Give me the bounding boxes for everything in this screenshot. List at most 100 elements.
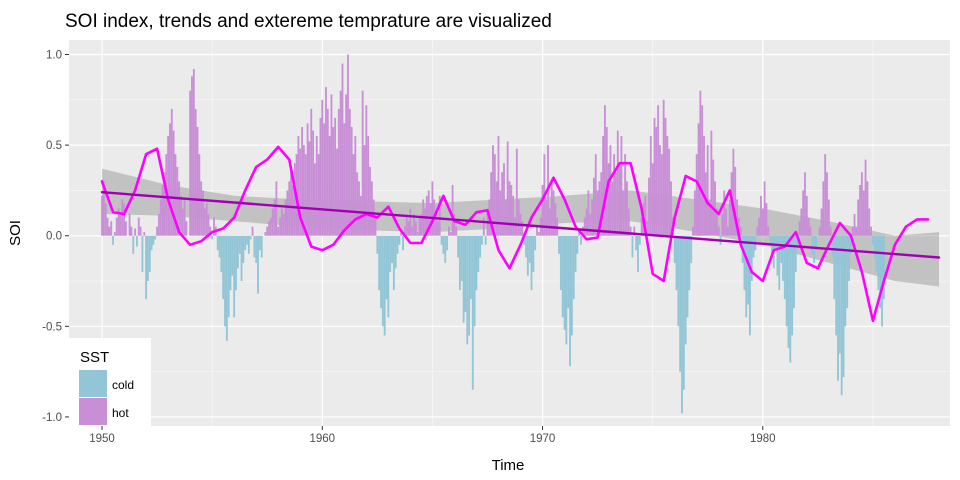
x-tick-label: 1970 — [530, 433, 556, 445]
bar-hot — [200, 181, 203, 236]
bar-cold — [442, 235, 445, 254]
bar-cold — [846, 235, 849, 309]
bar-cold — [253, 235, 256, 258]
bar-cold — [787, 235, 790, 349]
bar-hot — [725, 208, 727, 236]
bar-hot — [737, 217, 740, 236]
bar-cold — [147, 235, 149, 282]
bar-cold — [831, 235, 834, 258]
bar-hot — [163, 172, 166, 236]
bar-hot — [758, 217, 761, 236]
bar-cold — [233, 235, 236, 318]
bar-hot — [330, 94, 333, 236]
bar-hot — [416, 232, 419, 236]
bar-hot — [504, 199, 507, 236]
bar-hot — [192, 69, 195, 236]
bar-cold — [811, 235, 814, 254]
bar-hot — [804, 172, 806, 236]
bar-hot — [429, 203, 432, 236]
bar-hot — [178, 181, 181, 236]
bar-cold — [569, 235, 571, 367]
bar-hot — [328, 136, 331, 236]
bar-hot — [706, 145, 709, 236]
bar-hot — [646, 221, 649, 236]
bar-cold — [558, 235, 560, 254]
bar-hot — [517, 199, 520, 236]
bar-hot — [420, 213, 423, 236]
bar-cold — [523, 235, 526, 245]
bar-hot — [620, 136, 623, 236]
bar-cold — [484, 235, 487, 245]
bar-hot — [596, 190, 599, 236]
confidence-band-area — [102, 168, 939, 287]
bar-cold — [257, 235, 259, 294]
bar-hot — [299, 148, 302, 236]
bar-hot — [301, 126, 304, 236]
bar-cold — [576, 235, 579, 254]
y-tick-label: -1.0 — [42, 412, 62, 424]
bar-hot — [405, 217, 408, 236]
bar-hot — [550, 181, 553, 236]
bar-hot — [666, 136, 669, 236]
bar-hot — [339, 90, 342, 236]
bar-hot — [180, 195, 182, 236]
bar-hot — [587, 190, 590, 236]
bar-hot — [326, 108, 329, 236]
bar-cold — [383, 235, 386, 336]
bar-cold — [459, 235, 461, 291]
bar-hot — [407, 221, 410, 236]
bar-hot — [303, 145, 305, 236]
bar-hot — [583, 217, 586, 236]
bar-cold — [244, 235, 247, 251]
bar-hot — [736, 199, 738, 236]
bar-hot — [512, 195, 515, 236]
bar-hot — [649, 136, 652, 236]
bar-cold — [389, 235, 392, 272]
x-tick-label: 1960 — [309, 433, 335, 445]
bar-hot — [170, 108, 173, 236]
bar-cold — [224, 235, 226, 327]
bar-cold — [477, 235, 480, 272]
bar-hot — [862, 190, 865, 236]
bar-cold — [249, 235, 252, 240]
bar-cold — [475, 235, 478, 291]
bar-hot — [493, 154, 496, 236]
bar-hot — [726, 226, 729, 236]
bar-cold — [381, 235, 384, 327]
bar-hot — [868, 208, 871, 236]
bar-hot — [585, 208, 588, 236]
y-tick-label: 1.0 — [46, 49, 62, 61]
bar-cold — [112, 235, 114, 245]
bar-hot — [592, 177, 595, 236]
bar-cold — [402, 235, 404, 251]
bar-hot — [510, 184, 513, 236]
y-axis: -1.0 -0.5 0.0 0.5 1.0 — [42, 49, 69, 424]
bar-cold — [235, 235, 237, 291]
bar-hot — [818, 226, 821, 236]
bar-cold — [479, 235, 482, 258]
bar-hot — [448, 226, 450, 236]
bar-hot — [348, 108, 351, 236]
bar-cold — [530, 235, 533, 291]
bar-hot — [350, 126, 353, 236]
bar-hot — [284, 199, 287, 236]
bar-hot — [156, 226, 159, 236]
bar-cold — [526, 235, 529, 276]
bar-hot — [809, 226, 812, 236]
bar-hot — [202, 190, 204, 236]
bar-hot — [501, 172, 504, 236]
bar-cold — [877, 235, 880, 291]
bar-hot — [552, 190, 555, 236]
bar-cold — [882, 235, 885, 300]
legend: SST cold hot — [69, 338, 151, 426]
bar-hot — [600, 172, 603, 236]
bar-cold — [534, 235, 537, 251]
bar-hot — [213, 217, 215, 236]
bar-hot — [159, 199, 162, 236]
bar-cold — [392, 235, 395, 291]
bar-hot — [134, 228, 136, 236]
legend-title: SST — [80, 349, 109, 366]
bar-hot — [723, 190, 726, 236]
bar-cold — [675, 235, 678, 291]
bar-cold — [745, 235, 748, 318]
